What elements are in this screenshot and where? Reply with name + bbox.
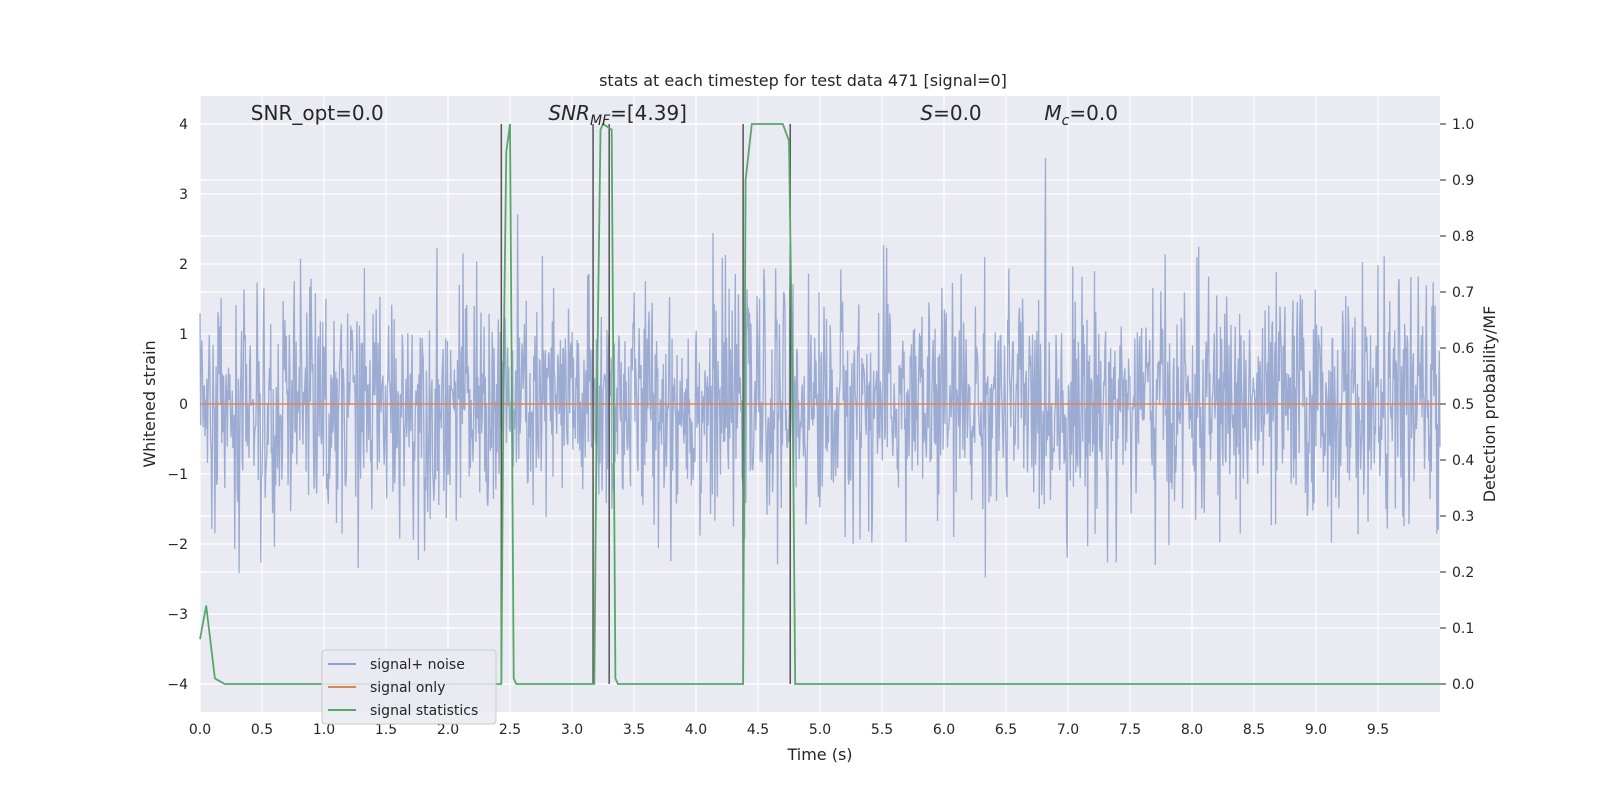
x-tick-label-7: 3.5 bbox=[623, 722, 645, 738]
y2-tick-label-10: 1.0 bbox=[1452, 117, 1474, 133]
x-tick-label-5: 2.5 bbox=[499, 722, 521, 738]
signal-statistics-line bbox=[199, 122, 1440, 685]
noise-line bbox=[199, 158, 1441, 578]
x-tick-label-9: 4.5 bbox=[747, 722, 769, 738]
y-tick-label-0: −4 bbox=[167, 677, 188, 693]
x-tick-label-14: 7.0 bbox=[1057, 722, 1079, 738]
y2-tick-label-8: 0.8 bbox=[1452, 229, 1474, 245]
y-axis-right-ticks: 0.0 0.1 0.2 0.3 0.4 0.5 0.6 0.7 0.8 0.9 1.0 bbox=[1440, 117, 1474, 693]
y2-tick-label-5: 0.5 bbox=[1452, 397, 1474, 413]
chart-title: stats at each timestep for test data 471… bbox=[599, 71, 1007, 90]
x-tick-label-17: 8.5 bbox=[1243, 722, 1265, 738]
y-tick-label-4: 0 bbox=[179, 397, 188, 413]
series-signal-noise bbox=[199, 158, 1441, 578]
y2-tick-label-6: 0.6 bbox=[1452, 341, 1474, 357]
y2-tick-label-4: 0.4 bbox=[1452, 453, 1474, 469]
x-axis-ticks: 0.0 0.5 1.0 1.5 2.0 2.5 3.0 3.5 4.0 4.5 5.0 5.5 6.0 6… bbox=[189, 722, 1389, 738]
x-tick-label-12: 6.0 bbox=[933, 722, 955, 738]
x-tick-label-18: 9.0 bbox=[1305, 722, 1327, 738]
y2-tick-label-0: 0.0 bbox=[1452, 677, 1474, 693]
x-tick-label-19: 9.5 bbox=[1367, 722, 1389, 738]
x-tick-label-15: 7.5 bbox=[1119, 722, 1141, 738]
y2-tick-label-1: 0.1 bbox=[1452, 621, 1474, 637]
y-axis-label: Whitened strain bbox=[140, 340, 159, 467]
x-tick-label-1: 0.5 bbox=[251, 722, 273, 738]
x-tick-label-8: 4.0 bbox=[685, 722, 707, 738]
annotation-3: Mc=0.0 bbox=[1044, 101, 1118, 129]
annotation-2: S=0.0 bbox=[920, 101, 981, 125]
y-tick-label-7: 3 bbox=[179, 187, 188, 203]
series-signal-statistics bbox=[199, 122, 1440, 685]
legend-label-1: signal only bbox=[370, 680, 445, 696]
y2-tick-label-7: 0.7 bbox=[1452, 285, 1474, 301]
legend: signal+ noise signal only signal statistic… bbox=[321, 649, 497, 725]
y2-tick-label-3: 0.3 bbox=[1452, 509, 1474, 525]
x-axis-label: Time (s) bbox=[786, 745, 852, 764]
x-tick-label-0: 0.0 bbox=[189, 722, 211, 738]
x-tick-label-16: 8.0 bbox=[1181, 722, 1203, 738]
x-tick-label-6: 3.0 bbox=[561, 722, 583, 738]
x-tick-label-10: 5.0 bbox=[809, 722, 831, 738]
y-tick-label-2: −2 bbox=[167, 537, 188, 553]
y2-tick-label-2: 0.2 bbox=[1452, 565, 1474, 581]
annotation-1: SNRMF=[4.39] bbox=[548, 101, 687, 129]
annotations: SNR_opt=0.0 SNRMF=[4.39] S=0.0 Mc=0.0 bbox=[251, 101, 1118, 129]
y-tick-label-6: 2 bbox=[179, 257, 188, 273]
legend-label-0: signal+ noise bbox=[370, 657, 465, 673]
x-tick-label-11: 5.5 bbox=[871, 722, 893, 738]
y-axis-right-label: Detection probability/MF bbox=[1480, 306, 1499, 503]
x-tick-label-4: 2.0 bbox=[437, 722, 459, 738]
x-tick-label-3: 1.5 bbox=[375, 722, 397, 738]
legend-box bbox=[321, 649, 497, 725]
x-tick-label-13: 6.5 bbox=[995, 722, 1017, 738]
legend-label-2: signal statistics bbox=[370, 703, 478, 719]
x-tick-label-2: 1.0 bbox=[313, 722, 335, 738]
y-axis-ticks: −4 −3 −2 −1 0 1 2 3 4 bbox=[167, 117, 188, 693]
y2-tick-label-9: 0.9 bbox=[1452, 173, 1474, 189]
y-tick-label-3: −1 bbox=[167, 467, 188, 483]
y-tick-label-5: 1 bbox=[179, 327, 188, 343]
y-tick-label-8: 4 bbox=[179, 117, 188, 133]
y-tick-label-1: −3 bbox=[167, 607, 188, 623]
annotation-0: SNR_opt=0.0 bbox=[251, 101, 384, 125]
